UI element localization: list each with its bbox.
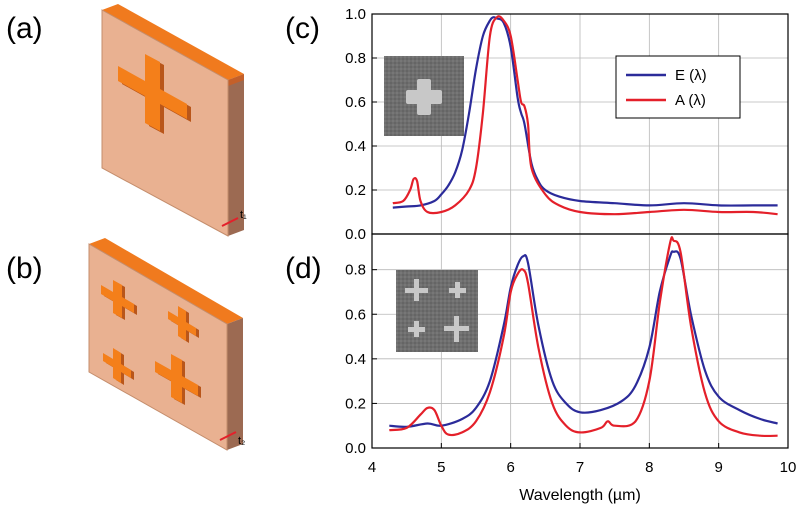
chart-c-legend: E (λ) A (λ): [615, 55, 741, 119]
x-tick-label: 9: [714, 459, 722, 476]
chart-d-y-ticks: 0.0 0.2 0.4 0.6 0.8: [345, 262, 377, 457]
panel-label-a: (a): [6, 12, 43, 45]
y-tick-label: 0.4: [345, 351, 366, 368]
chart-d-x-ticks: 4 5 6 7 8 9 10: [368, 443, 797, 476]
series-line-absorptivity: [392, 15, 778, 216]
x-axis-title: Wavelength (µm): [519, 487, 641, 504]
chart-c-y-ticks: 0.0 0.2 0.4 0.6 0.8 1.0: [345, 6, 377, 243]
series-line-emissivity: [392, 16, 778, 209]
thickness-label-t2: t₂: [238, 435, 245, 447]
x-tick-label: 8: [645, 459, 653, 476]
cross-shape-top-right: [168, 306, 199, 343]
chart-d-series: [389, 236, 778, 438]
y-tick-label: 0.4: [345, 138, 366, 155]
x-tick-label: 7: [576, 459, 584, 476]
y-tick-label: 0.6: [345, 306, 366, 323]
x-tick-label: 10: [780, 459, 797, 476]
thickness-label-t1: t₁: [240, 209, 247, 221]
y-tick-label: 0.0: [345, 440, 366, 457]
legend-label-emissivity: E (λ): [675, 67, 707, 84]
y-tick-label: 0.6: [345, 94, 366, 111]
chart-c: 0.0 0.2 0.4 0.6 0.8 1.0 E (λ) A (λ): [345, 6, 789, 243]
y-tick-label: 1.0: [345, 6, 366, 23]
y-tick-label: 0.8: [345, 262, 366, 279]
series-line-emissivity: [389, 250, 778, 428]
x-tick-label: 6: [506, 459, 514, 476]
panel-label-b: (b): [6, 252, 43, 285]
cross-shape-top-left: [101, 280, 137, 320]
four-cross-resonator-icon: [88, 238, 243, 451]
y-tick-label: 0.2: [345, 395, 366, 412]
x-tick-label: 5: [437, 459, 445, 476]
sem-micrograph-four-crosses-icon: [396, 270, 478, 352]
legend-box: [615, 55, 741, 119]
cross-shape-bottom-right: [155, 354, 201, 405]
legend-label-absorptivity: A (λ): [675, 92, 706, 109]
panel-label-d: (d): [285, 252, 322, 285]
y-tick-label: 0.8: [345, 50, 366, 67]
x-tick-label: 4: [368, 459, 376, 476]
y-tick-label: 0.0: [345, 226, 366, 243]
panel-label-c: (c): [285, 12, 320, 45]
single-cross-resonator-icon: [101, 4, 244, 237]
chart-c-series: [392, 15, 778, 216]
cross-shape-bottom-left: [103, 348, 134, 385]
series-line-absorptivity: [389, 236, 778, 438]
chart-d: 0.0 0.2 0.4 0.6 0.8 4 5 6 7 8 9 10 Wavelength (µm): [345, 233, 797, 504]
cross-shape: [118, 54, 191, 134]
y-tick-label: 0.2: [345, 182, 366, 199]
sem-micrograph-single-cross-icon: [384, 56, 464, 136]
